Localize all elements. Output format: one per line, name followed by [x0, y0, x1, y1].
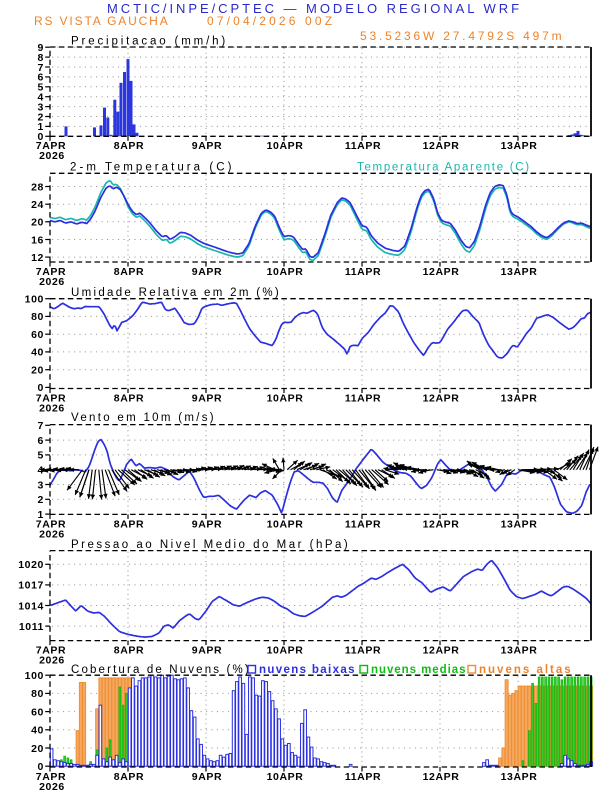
svg-text:20: 20	[31, 365, 44, 377]
svg-text:80: 80	[31, 688, 44, 700]
svg-text:12APR: 12APR	[423, 392, 460, 404]
svg-text:2: 2	[38, 494, 44, 506]
svg-text:1011: 1011	[19, 621, 44, 633]
svg-text:12APR: 12APR	[423, 266, 460, 278]
svg-text:2026: 2026	[39, 655, 65, 667]
svg-text:11APR: 11APR	[345, 140, 381, 152]
svg-text:11APR: 11APR	[345, 518, 381, 530]
svg-text:11APR: 11APR	[345, 645, 381, 657]
svg-text:12APR: 12APR	[423, 518, 460, 530]
svg-text:5: 5	[38, 450, 44, 462]
svg-text:12: 12	[31, 252, 44, 264]
svg-text:6: 6	[38, 435, 44, 447]
svg-text:RS VISTA GAUCHA: RS VISTA GAUCHA	[34, 14, 170, 28]
svg-text:28: 28	[31, 181, 44, 193]
svg-text:12APR: 12APR	[423, 645, 460, 657]
svg-text:13APR: 13APR	[501, 392, 538, 404]
svg-text:2026: 2026	[39, 402, 65, 414]
svg-text:60: 60	[31, 706, 44, 718]
svg-text:8APR: 8APR	[114, 771, 144, 783]
svg-text:10APR: 10APR	[267, 266, 304, 278]
svg-text:9APR: 9APR	[192, 140, 222, 152]
svg-text:10APR: 10APR	[267, 140, 304, 152]
svg-text:9: 9	[38, 42, 44, 54]
svg-text:20: 20	[31, 743, 44, 755]
svg-text:11APR: 11APR	[345, 392, 381, 404]
svg-text:7: 7	[38, 420, 44, 432]
svg-text:13APR: 13APR	[501, 266, 538, 278]
svg-text:Pressao ao Nivel Medio do Mar: Pressao ao Nivel Medio do Mar (hPa)	[71, 539, 350, 551]
svg-text:9APR: 9APR	[192, 266, 222, 278]
svg-text:Umidade Relativa em 2m (%): Umidade Relativa em 2m (%)	[71, 287, 281, 299]
svg-text:9APR: 9APR	[192, 645, 222, 657]
svg-text:8APR: 8APR	[114, 392, 144, 404]
svg-text:60: 60	[31, 329, 44, 341]
svg-text:13APR: 13APR	[501, 140, 538, 152]
svg-text:13APR: 13APR	[501, 645, 538, 657]
svg-text:8APR: 8APR	[114, 518, 144, 530]
svg-text:2026: 2026	[39, 781, 65, 792]
svg-text:2-m Temperatura (C): 2-m Temperatura (C)	[70, 161, 234, 173]
svg-text:9APR: 9APR	[192, 392, 222, 404]
svg-text:10APR: 10APR	[267, 645, 304, 657]
svg-text:40: 40	[31, 347, 44, 359]
svg-text:8APR: 8APR	[114, 645, 144, 657]
svg-text:2026: 2026	[39, 276, 65, 288]
svg-text:12APR: 12APR	[423, 771, 460, 783]
svg-text:1014: 1014	[18, 600, 44, 612]
svg-text:53.5236W 27.4792S 497m: 53.5236W 27.4792S 497m	[360, 29, 564, 43]
svg-text:10APR: 10APR	[267, 518, 304, 530]
svg-text:nuvens altas: nuvens altas	[479, 664, 573, 676]
svg-text:Precipitacao (mm/h): Precipitacao (mm/h)	[71, 36, 228, 48]
svg-text:9APR: 9APR	[192, 771, 222, 783]
svg-text:nuvens baixas: nuvens baixas	[259, 664, 356, 676]
svg-text:4: 4	[38, 465, 44, 477]
svg-text:8APR: 8APR	[114, 266, 144, 278]
svg-text:2026: 2026	[39, 528, 65, 540]
svg-text:1020: 1020	[18, 559, 44, 571]
svg-text:1017: 1017	[18, 580, 44, 592]
svg-text:Vento em 10m (m/s): Vento em 10m (m/s)	[71, 412, 216, 424]
svg-text:24: 24	[31, 199, 44, 211]
svg-text:16: 16	[31, 234, 44, 246]
svg-text:3: 3	[38, 479, 44, 491]
svg-text:Temperatura Aparente (C): Temperatura Aparente (C)	[357, 161, 531, 173]
svg-text:80: 80	[31, 311, 44, 323]
svg-text:13APR: 13APR	[501, 518, 538, 530]
svg-text:8APR: 8APR	[114, 140, 144, 152]
svg-text:2026: 2026	[39, 150, 65, 162]
svg-text:nuvens medias: nuvens medias	[371, 664, 466, 676]
svg-text:11APR: 11APR	[345, 266, 381, 278]
svg-text:10APR: 10APR	[267, 771, 304, 783]
svg-text:12APR: 12APR	[423, 140, 460, 152]
svg-text:10APR: 10APR	[267, 392, 304, 404]
svg-text:07/04/2026 00Z: 07/04/2026 00Z	[207, 14, 335, 28]
svg-text:13APR: 13APR	[501, 771, 538, 783]
svg-text:9APR: 9APR	[192, 518, 222, 530]
svg-text:11APR: 11APR	[345, 771, 381, 783]
svg-text:100: 100	[25, 294, 44, 306]
svg-text:20: 20	[31, 217, 44, 229]
svg-text:Cobertura de Nuvens (%): Cobertura de Nuvens (%)	[71, 664, 251, 676]
svg-text:40: 40	[31, 725, 44, 737]
svg-text:100: 100	[25, 670, 44, 682]
